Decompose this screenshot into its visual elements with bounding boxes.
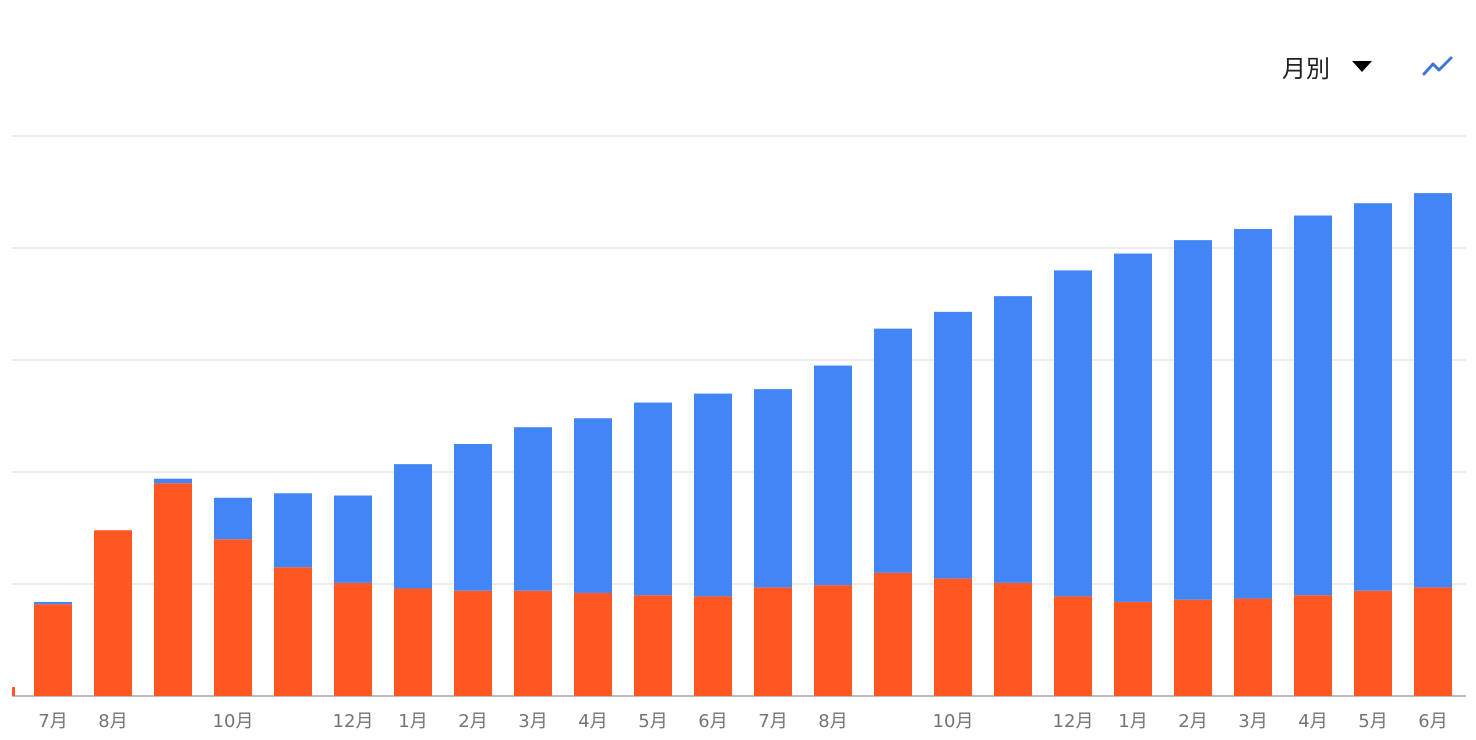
x-tick-label: 8月 xyxy=(818,711,847,732)
x-tick-label: 7月 xyxy=(38,711,67,732)
bar-segment-series-1[interactable] xyxy=(394,588,432,696)
bar-segment-series-2[interactable] xyxy=(1114,253,1152,602)
x-tick-label: 8月 xyxy=(98,711,127,732)
x-tick-label: 10月 xyxy=(933,711,974,732)
bar-segment-series-1[interactable] xyxy=(34,604,72,696)
bar-segment-series-1[interactable] xyxy=(634,595,672,696)
bar-segment-series-1[interactable] xyxy=(1294,595,1332,696)
chart-toolbar: 月別 xyxy=(1216,44,1476,88)
bar-segment-series-2[interactable] xyxy=(214,497,252,540)
period-dropdown-label: 月別 xyxy=(1282,54,1330,83)
bar-segment-series-1[interactable] xyxy=(1354,590,1392,696)
bar-segment-series-2[interactable] xyxy=(634,402,672,596)
x-tick-label: 5月 xyxy=(1358,711,1387,732)
bar-segment-series-2[interactable] xyxy=(754,389,792,588)
bar-segment-series-1[interactable] xyxy=(334,582,372,696)
x-tick-label: 6月 xyxy=(1418,711,1447,732)
caret-down-icon xyxy=(1352,60,1372,72)
bar-segment-series-1[interactable] xyxy=(1174,599,1212,696)
bar-segment-series-1[interactable] xyxy=(1234,598,1272,696)
bar-segment-series-1[interactable] xyxy=(1114,601,1152,696)
period-dropdown[interactable]: 月別 xyxy=(1282,44,1372,88)
line-chart-icon[interactable] xyxy=(1422,52,1454,80)
bars xyxy=(12,193,1452,696)
bar-segment-series-2[interactable] xyxy=(934,311,972,579)
bar-segment-series-1[interactable] xyxy=(694,596,732,696)
x-tick-label: 10月 xyxy=(213,711,254,732)
bar-segment-series-1[interactable] xyxy=(154,483,192,696)
bar-segment-series-2[interactable] xyxy=(814,365,852,586)
bar-segment-series-1[interactable] xyxy=(94,530,132,696)
bar-segment-series-2[interactable] xyxy=(154,478,192,484)
bar-segment-series-2[interactable] xyxy=(274,493,312,568)
bar-segment-series-2[interactable] xyxy=(1414,193,1452,588)
x-tick-label: 3月 xyxy=(1238,711,1267,732)
bar-segment-series-2[interactable] xyxy=(1174,240,1212,600)
bar-segment-series-1[interactable] xyxy=(1054,596,1092,696)
bar-segment-series-2[interactable] xyxy=(1294,215,1332,596)
bar-segment-series-1[interactable] xyxy=(454,590,492,696)
bar-segment-series-2[interactable] xyxy=(334,495,372,583)
x-tick-label: 12月 xyxy=(1053,711,1094,732)
bar-segment-series-2[interactable] xyxy=(994,296,1032,583)
bar-segment-series-2[interactable] xyxy=(34,601,72,605)
bar-segment-series-2[interactable] xyxy=(454,444,492,591)
bar-segment-series-1[interactable] xyxy=(1414,587,1452,696)
bar-segment-series-2[interactable] xyxy=(1054,270,1092,597)
x-tick-label: 4月 xyxy=(1298,711,1327,732)
bar-segment-series-2[interactable] xyxy=(574,418,612,593)
bar-segment-series-1[interactable] xyxy=(814,585,852,696)
x-tick-label: 12月 xyxy=(333,711,374,732)
bar-segment-partial xyxy=(12,687,15,696)
gridlines xyxy=(12,135,1466,697)
bar-segment-series-1[interactable] xyxy=(874,572,912,696)
bar-segment-series-2[interactable] xyxy=(514,427,552,591)
bar-segment-series-2[interactable] xyxy=(1234,228,1272,599)
x-tick-label: 3月 xyxy=(518,711,547,732)
x-tick-label: 1月 xyxy=(1118,711,1147,732)
bar-segment-series-1[interactable] xyxy=(574,592,612,696)
bar-segment-series-2[interactable] xyxy=(394,464,432,589)
x-tick-label: 5月 xyxy=(638,711,667,732)
bar-segment-series-1[interactable] xyxy=(994,582,1032,696)
x-tick-label: 1月 xyxy=(398,711,427,732)
bar-segment-series-1[interactable] xyxy=(934,578,972,696)
bar-segment-series-2[interactable] xyxy=(694,393,732,597)
bar-segment-series-2[interactable] xyxy=(1354,203,1392,591)
x-tick-label: 4月 xyxy=(578,711,607,732)
x-tick-label: 6月 xyxy=(698,711,727,732)
x-tick-label: 7月 xyxy=(758,711,787,732)
x-tick-label: 2月 xyxy=(458,711,487,732)
x-tick-label: 2月 xyxy=(1178,711,1207,732)
bar-segment-series-1[interactable] xyxy=(274,567,312,696)
bar-segment-series-1[interactable] xyxy=(214,539,252,696)
bar-segment-series-1[interactable] xyxy=(514,590,552,696)
x-axis-tick-labels: 7月 8月 10月 12月 1月 2月 3月 4月 5月 6月 7月 8月 10月 12月 1月 2月 3月 4月… xyxy=(38,711,1447,732)
bar-segment-series-2[interactable] xyxy=(874,328,912,573)
bar-segment-series-1[interactable] xyxy=(754,587,792,696)
